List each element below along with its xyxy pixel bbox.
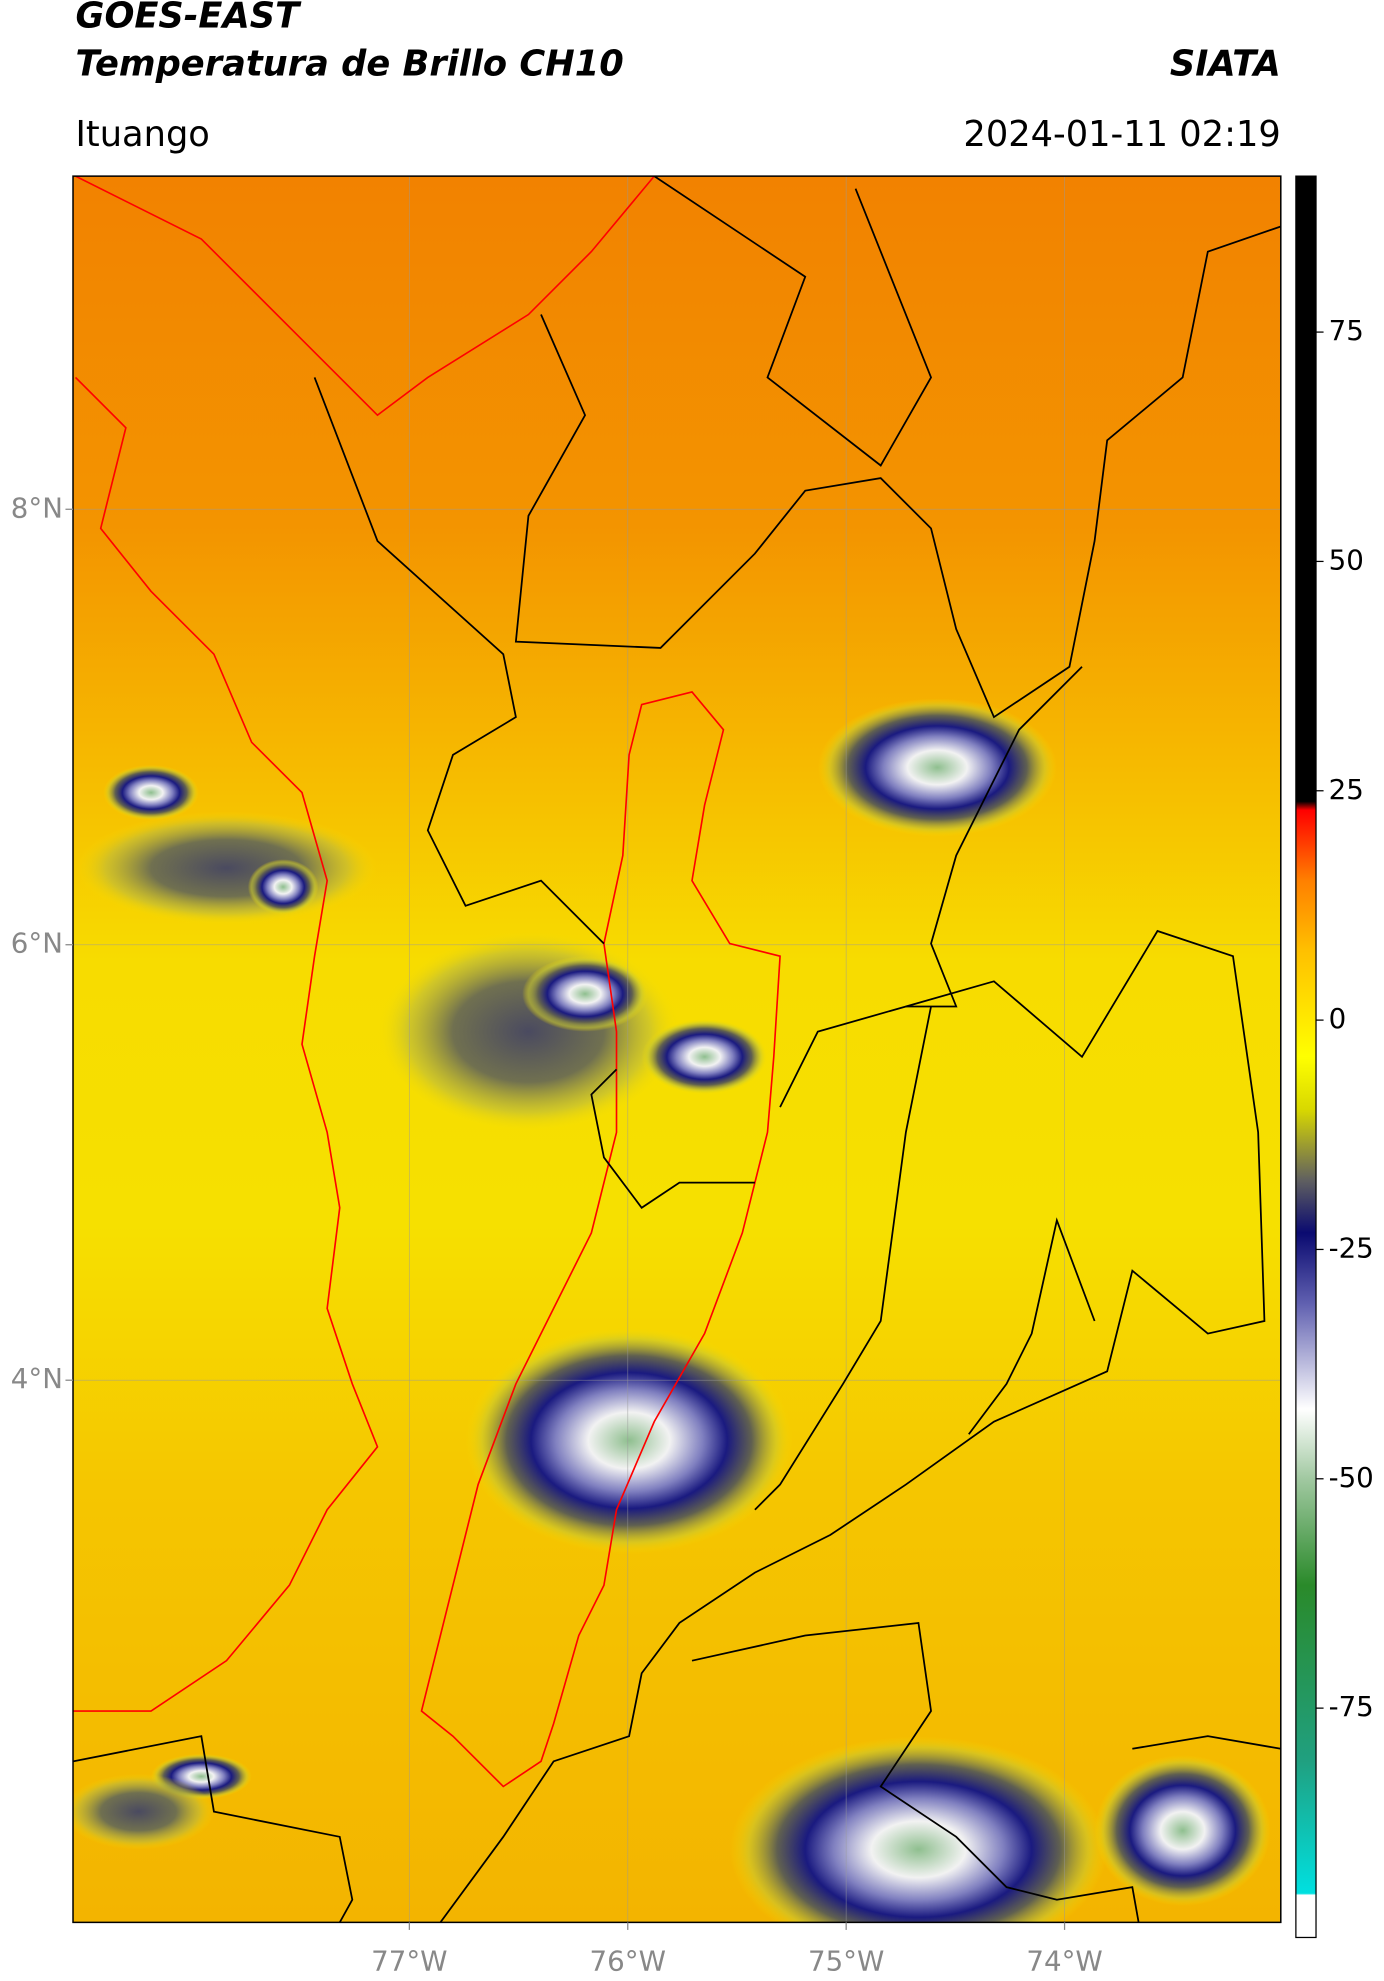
- y-tick-label: 4°N: [11, 1362, 63, 1395]
- x-tick-label: 75°W: [808, 1945, 884, 1978]
- source: SIATA: [1170, 43, 1281, 84]
- x-tick-label: 74°W: [1026, 1945, 1102, 1978]
- colorbar-tick-label: 25: [1329, 773, 1364, 806]
- colorbar-tick-label: -75: [1329, 1690, 1374, 1723]
- subtitle: Temperatura de Brillo CH10: [76, 43, 624, 84]
- map-frame: [72, 175, 1282, 1924]
- colorbar-tick-label: 50: [1329, 543, 1364, 576]
- borders: [73, 176, 1281, 1923]
- x-tick-label: 76°W: [590, 1945, 666, 1978]
- datetime: 2024-01-11 02:19: [963, 114, 1280, 155]
- colorbar-tick-label: 75: [1329, 314, 1364, 347]
- x-tick-label: 77°W: [371, 1945, 447, 1978]
- y-tick-label: 6°N: [11, 927, 63, 960]
- clouds: [73, 698, 1271, 1923]
- grid: [73, 176, 1281, 1923]
- colorbar-tick-label: 0: [1329, 1002, 1347, 1035]
- map-area: [73, 176, 1281, 1923]
- colorbar-tick-label: -25: [1329, 1231, 1374, 1264]
- location: Ituango: [76, 114, 210, 155]
- colorbar-tick-label: -50: [1329, 1461, 1374, 1494]
- colorbar: [1295, 175, 1317, 1939]
- title: GOES-EAST: [76, 0, 303, 37]
- y-tick-label: 8°N: [11, 491, 63, 524]
